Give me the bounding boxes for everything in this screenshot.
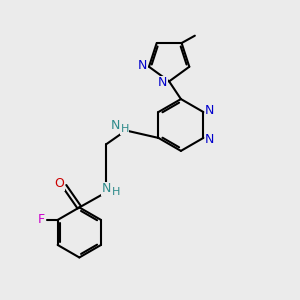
Text: F: F <box>38 213 45 226</box>
Text: O: O <box>54 177 64 190</box>
Text: H: H <box>121 124 129 134</box>
Text: N: N <box>205 133 214 146</box>
Text: N: N <box>111 119 120 132</box>
Text: H: H <box>112 188 120 197</box>
Text: N: N <box>102 182 111 195</box>
Text: N: N <box>205 104 214 117</box>
Text: N: N <box>158 76 167 89</box>
Text: N: N <box>138 59 147 72</box>
